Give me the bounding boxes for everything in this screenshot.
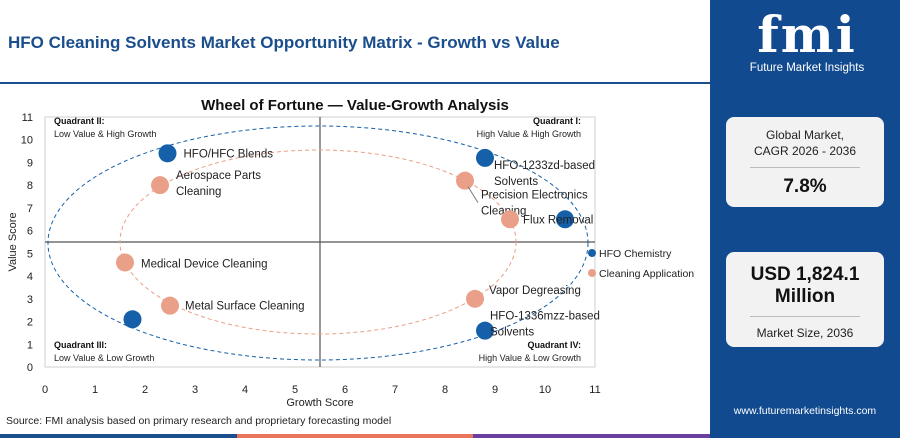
card-divider — [750, 316, 860, 317]
outer-wheel-ellipse — [47, 125, 589, 361]
y-axis-label: Value Score — [7, 212, 19, 271]
market-size-value-line1: USD 1,824.1 — [750, 264, 860, 285]
data-label: HFO-1233zd-based — [494, 160, 595, 172]
y-tick-label: 9 — [27, 157, 33, 169]
data-label: Solvents — [490, 327, 534, 339]
leader-line — [467, 186, 479, 203]
x-tick-label: 0 — [42, 384, 48, 396]
fmi-logo: fmi Future Market Insights — [732, 6, 882, 86]
y-tick-label: 6 — [27, 226, 33, 238]
x-tick-label: 6 — [342, 384, 348, 396]
x-tick-label: 4 — [242, 384, 248, 396]
logo-mark: fmi — [757, 5, 857, 64]
legend-marker — [588, 269, 596, 277]
data-label: Aerospace Parts — [176, 170, 261, 182]
data-point — [151, 176, 169, 195]
data-label: HFO-1336mzz-based — [490, 311, 600, 323]
quadrant-description: Low Value & Low Growth — [54, 353, 154, 363]
data-point — [123, 310, 142, 329]
quadrant-description: Low Value & High Growth — [54, 129, 156, 139]
cagr-label-line1: Global Market, — [765, 128, 845, 142]
y-tick-label: 10 — [21, 135, 33, 147]
x-axis-label: Growth Score — [286, 397, 353, 409]
data-point — [456, 171, 474, 190]
data-label: Flux Removal — [523, 214, 593, 226]
cagr-value: 7.8% — [783, 176, 827, 197]
cagr-card: Global Market, CAGR 2026 - 2036 7.8% — [726, 117, 884, 207]
sidebar: fmi Future Market Insights Global Market… — [710, 0, 900, 438]
x-tick-label: 10 — [539, 384, 551, 396]
data-label: Precision Electronics — [481, 190, 588, 202]
y-tick-label: 5 — [27, 248, 33, 260]
y-tick-label: 11 — [22, 112, 33, 124]
x-tick-label: 11 — [589, 384, 600, 396]
website-link[interactable]: www.futuremarketinsights.com — [733, 405, 877, 417]
legend-marker — [588, 249, 596, 257]
y-tick-label: 2 — [27, 317, 33, 329]
market-size-label: Market Size, 2036 — [756, 326, 854, 340]
data-point — [476, 321, 494, 340]
data-label: Vapor Degreasing — [489, 285, 581, 297]
y-tick-label: 7 — [27, 203, 33, 215]
y-tick-label: 4 — [27, 271, 33, 283]
x-tick-label: 8 — [442, 384, 448, 396]
x-tick-label: 3 — [192, 384, 198, 396]
data-point — [158, 144, 177, 163]
bottom-bar-segment — [236, 434, 474, 438]
source-note: Source: FMI analysis based on primary re… — [6, 415, 392, 427]
x-tick-label: 2 — [142, 384, 148, 396]
inner-wheel-ellipse — [119, 149, 517, 335]
x-tick-label: 1 — [92, 384, 98, 396]
cagr-label-line2: CAGR 2026 - 2036 — [753, 144, 857, 158]
quadrant-title: Quadrant II: — [54, 116, 105, 126]
bottom-color-bar — [0, 434, 711, 438]
y-tick-label: 1 — [27, 339, 33, 351]
page-title: HFO Cleaning Solvents Market Opportunity… — [8, 33, 560, 52]
data-point — [161, 296, 179, 315]
x-tick-label: 5 — [292, 384, 298, 396]
quadrant-description: High Value & Low Growth — [479, 353, 581, 363]
card-divider — [750, 167, 860, 168]
data-label: Metal Surface Cleaning — [185, 301, 305, 313]
opportunity-matrix-chart: 0 1 2 3 4 5 6 7 8 9 10 11 0 1 2 3 4 5 6 7 8 9 10 11 Growth Score… — [0, 84, 710, 412]
data-point — [466, 289, 484, 308]
market-size-card: USD 1,824.1 Million Market Size, 2036 — [726, 252, 884, 347]
legend-label: HFO Chemistry — [599, 248, 672, 260]
legend-label: Cleaning Application — [599, 268, 694, 280]
quadrant-title: Quadrant I: — [533, 116, 581, 126]
chart-title: Wheel of Fortune — Value-Growth Analysis — [201, 97, 509, 114]
data-point — [476, 148, 494, 167]
y-tick-label: 8 — [27, 180, 33, 192]
logo-text: Future Market Insights — [749, 62, 865, 74]
y-tick-label: 0 — [27, 362, 33, 374]
market-size-value-line2: Million — [774, 286, 836, 307]
y-tick-label: 3 — [27, 294, 33, 306]
chart-background — [0, 84, 710, 412]
data-point — [556, 210, 574, 229]
data-point — [116, 253, 134, 272]
data-label: Cleaning — [176, 186, 221, 198]
bottom-bar-segment — [0, 434, 237, 438]
quadrant-description: High Value & High Growth — [477, 129, 581, 139]
data-label: Medical Device Cleaning — [141, 258, 268, 270]
x-tick-label: 7 — [392, 384, 398, 396]
bottom-bar-segment — [473, 434, 711, 438]
title-divider — [0, 82, 710, 84]
x-tick-label: 9 — [492, 384, 498, 396]
data-label: HFO/HFC Blends — [184, 148, 274, 160]
data-label: Solvents — [494, 176, 538, 188]
quadrant-title: Quadrant III: — [54, 340, 107, 350]
quadrant-title: Quadrant IV: — [527, 340, 581, 350]
data-point — [501, 210, 519, 229]
